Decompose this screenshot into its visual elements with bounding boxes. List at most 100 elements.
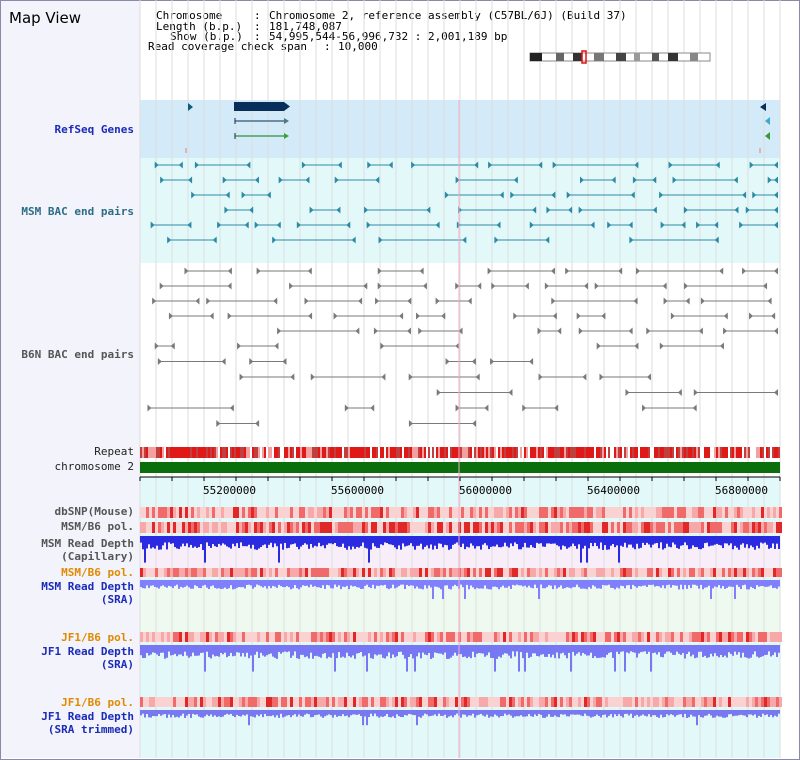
depth-bar xyxy=(282,536,284,550)
depth-bar xyxy=(586,710,588,716)
repeat-segment xyxy=(576,447,578,458)
repeat-segment xyxy=(664,447,666,458)
bac-end-marker xyxy=(487,267,492,275)
depth-bar xyxy=(584,536,586,546)
depth-bar xyxy=(594,645,596,657)
depth-bar xyxy=(766,710,768,715)
depth-bar xyxy=(680,580,682,585)
heat-cell xyxy=(746,632,749,642)
heat-cell xyxy=(341,507,344,518)
depth-bar xyxy=(224,710,226,715)
heat-cell xyxy=(659,697,662,707)
depth-bar xyxy=(662,536,664,550)
depth-bar xyxy=(560,645,562,654)
depth-bar xyxy=(404,645,406,659)
depth-bar xyxy=(212,536,214,545)
repeat-segment xyxy=(660,447,662,458)
heat-cell xyxy=(500,568,503,577)
heat-cell xyxy=(731,507,734,518)
heat-cell xyxy=(557,568,560,577)
depth-bar xyxy=(542,645,544,655)
depth-bar xyxy=(772,536,774,544)
repeat-segment xyxy=(762,447,764,458)
heat-cell xyxy=(140,568,143,577)
bac-end-marker xyxy=(647,373,652,381)
depth-bar xyxy=(484,580,486,586)
heat-cell xyxy=(635,522,638,533)
repeat-segment xyxy=(198,447,200,458)
repeat-segment xyxy=(602,447,604,458)
repeat-segment xyxy=(248,447,250,458)
heat-cell xyxy=(677,568,680,577)
bac-end-marker xyxy=(683,206,688,214)
heat-cell xyxy=(353,507,356,518)
repeat-segment xyxy=(160,447,162,458)
heat-cell xyxy=(410,507,413,518)
depth-bar xyxy=(308,580,310,588)
bac-end-marker xyxy=(305,176,310,184)
heat-cell xyxy=(401,507,404,518)
depth-bar xyxy=(160,536,162,550)
heat-cell xyxy=(179,522,182,533)
heat-cell xyxy=(407,507,410,518)
refseq-gene-features[interactable] xyxy=(185,102,770,153)
depth-bar xyxy=(386,645,388,657)
depth-bar xyxy=(686,536,688,546)
heat-cell xyxy=(542,507,545,518)
heat-cell xyxy=(602,632,605,642)
depth-bar xyxy=(352,710,354,715)
depth-bar xyxy=(596,580,598,589)
bac-end-marker xyxy=(490,358,495,365)
bac-end-marker xyxy=(256,267,261,275)
depth-bar xyxy=(360,580,362,589)
heat-cell xyxy=(314,568,317,577)
heat-cell xyxy=(437,507,440,518)
heat-cell xyxy=(209,507,212,518)
heat-cell xyxy=(251,568,254,577)
depth-bar xyxy=(384,645,386,659)
heat-cell xyxy=(548,568,551,577)
heat-cell xyxy=(710,568,713,577)
heat-cell xyxy=(482,568,485,577)
b6n-bac-end-pairs[interactable] xyxy=(147,267,778,428)
heat-cell xyxy=(551,522,554,533)
repeat-segment xyxy=(706,447,708,458)
heat-cell xyxy=(758,568,761,577)
heat-cell xyxy=(353,632,356,642)
bac-end-marker xyxy=(510,191,515,199)
depth-bar xyxy=(654,710,656,716)
depth-bar xyxy=(266,645,268,656)
depth-bar xyxy=(186,536,188,544)
repeat-segment xyxy=(320,447,322,458)
chromosome-ideogram[interactable] xyxy=(529,50,711,64)
heat-cell xyxy=(431,697,434,707)
bac-end-marker xyxy=(513,312,518,320)
depth-bar xyxy=(762,580,764,587)
heat-cell xyxy=(671,568,674,577)
depth-bar xyxy=(348,710,350,718)
depth-bar xyxy=(490,710,492,717)
heat-cell xyxy=(482,697,485,707)
depth-bar xyxy=(506,536,508,547)
repeat-segment xyxy=(186,447,188,458)
bac-end-marker xyxy=(289,282,294,290)
heat-cell xyxy=(461,522,464,533)
bac-end-marker xyxy=(715,161,720,169)
depth-bar xyxy=(324,536,326,549)
msm-bac-end-pairs[interactable] xyxy=(150,161,778,244)
depth-bar xyxy=(642,645,644,652)
depth-bar xyxy=(554,536,556,544)
depth-bar xyxy=(498,645,500,657)
heat-cell xyxy=(737,697,740,707)
depth-bar xyxy=(244,580,246,589)
repeat-segment xyxy=(736,447,738,458)
depth-bar xyxy=(194,580,196,586)
heat-cell xyxy=(377,507,380,518)
repeat-segment xyxy=(534,447,536,458)
repeat-segment xyxy=(154,447,156,458)
depth-bar xyxy=(778,645,780,653)
repeat-segment xyxy=(276,447,278,458)
depth-bar xyxy=(634,580,636,587)
bac-end-marker xyxy=(351,236,356,244)
